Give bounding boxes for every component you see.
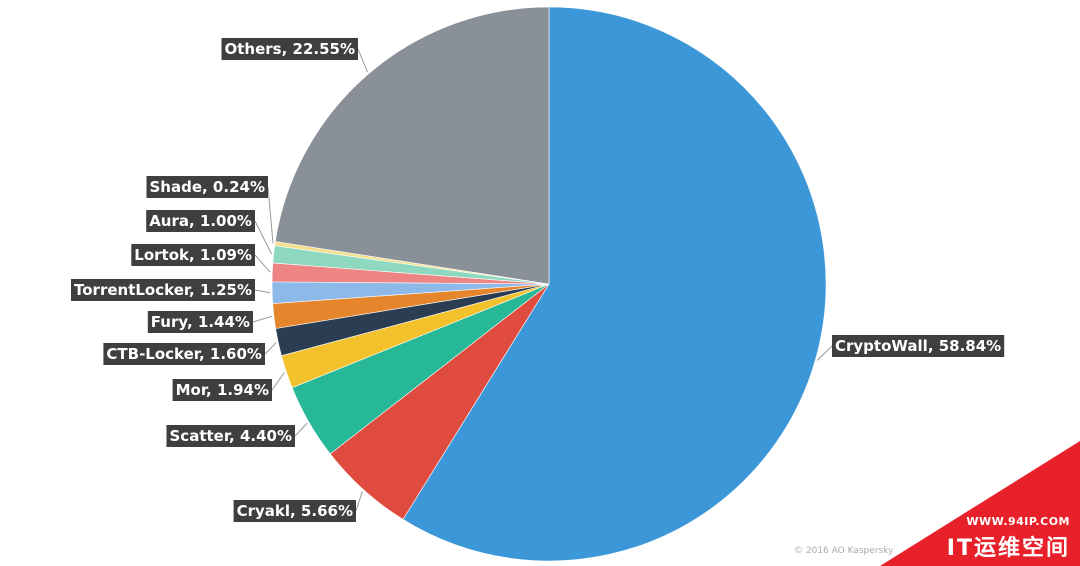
leader-line-mor: [271, 372, 285, 391]
pie-slices: [271, 6, 827, 562]
slice-label-fury: Fury, 1.44%: [147, 311, 253, 333]
copyright-notice: © 2016 AO Kaspersky Lab: [794, 546, 894, 556]
leader-line-shade: [267, 186, 274, 244]
slice-label-text: Cryakl, 5.66%: [237, 502, 353, 520]
slice-label-torrentlocker: TorrentLocker, 1.25%: [71, 279, 255, 301]
watermark-url: WWW.94IP.COM: [966, 515, 1070, 528]
slice-label-text: Fury, 1.44%: [151, 313, 250, 331]
leader-line-fury: [252, 315, 273, 323]
leader-line-torrentlocker: [254, 289, 271, 294]
slice-label-text: CryptoWall, 58.84%: [835, 337, 1001, 355]
slice-label-text: Lortok, 1.09%: [134, 246, 252, 264]
slice-label-shade: Shade, 0.24%: [146, 176, 268, 198]
slice-label-others: Others, 22.55%: [221, 38, 358, 60]
pie-slice-others: [274, 6, 550, 285]
slice-label-text: CTB-Locker, 1.60%: [106, 345, 262, 363]
leader-line-ctb-locker: [264, 342, 277, 355]
slice-label-text: Aura, 1.00%: [149, 212, 252, 230]
watermark-logo: WWW.94IP.COM IT运维空间: [880, 441, 1080, 566]
slice-label-cryptowall: CryptoWall, 58.84%: [832, 335, 1005, 357]
leader-line-others: [357, 48, 368, 73]
slice-label-mor: Mor, 1.94%: [172, 379, 272, 401]
leader-line-cryptowall: [816, 345, 833, 361]
slice-label-lortok: Lortok, 1.09%: [131, 244, 255, 266]
pie-slice-cryptowall: [402, 6, 827, 562]
slice-label-aura: Aura, 1.00%: [146, 210, 255, 232]
slice-label-ctb-locker: CTB-Locker, 1.60%: [103, 343, 266, 365]
leader-line-scatter: [294, 422, 308, 437]
watermark-triangle: [880, 441, 1080, 566]
slice-label-text: Scatter, 4.40%: [170, 427, 292, 445]
slice-labels: CryptoWall, 58.84% Cryakl, 5.66% Scatter, …: [71, 38, 1005, 522]
leader-line-aura: [254, 220, 273, 255]
leader-lines: [252, 48, 833, 512]
watermark-name: IT运维空间: [946, 536, 1070, 561]
slice-label-text: Shade, 0.24%: [150, 178, 265, 196]
slice-label-cryakl: Cryakl, 5.66%: [233, 500, 356, 522]
slice-label-text: Mor, 1.94%: [176, 381, 269, 399]
leader-line-lortok: [254, 254, 271, 273]
leader-line-cryakl: [355, 491, 363, 512]
slice-label-scatter: Scatter, 4.40%: [166, 425, 295, 447]
slice-label-text: Others, 22.55%: [225, 40, 356, 58]
slice-label-text: TorrentLocker, 1.25%: [74, 281, 252, 299]
